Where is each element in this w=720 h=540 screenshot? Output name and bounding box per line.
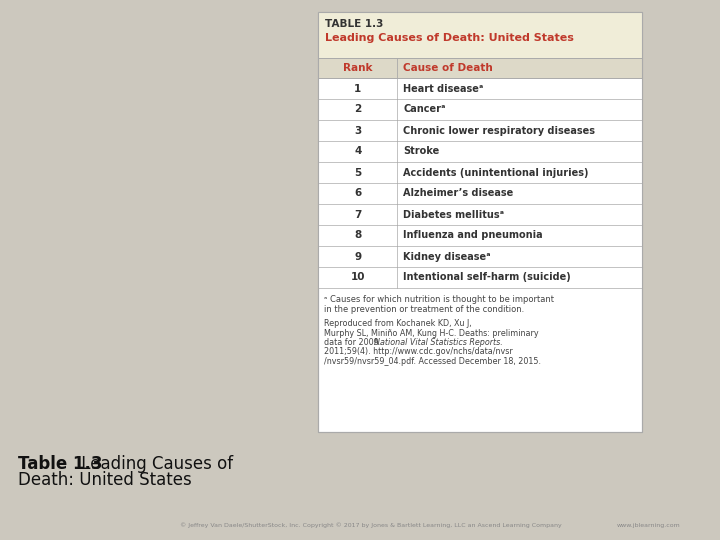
Text: data for 2009.: data for 2009.: [324, 338, 384, 347]
Text: Kidney diseaseᵃ: Kidney diseaseᵃ: [403, 252, 491, 261]
Bar: [318, 99, 642, 120]
Bar: [318, 12, 642, 432]
Text: Cancerᵃ: Cancerᵃ: [403, 105, 446, 114]
Text: /nvsr59/nvsr59_04.pdf. Accessed December 18, 2015.: /nvsr59/nvsr59_04.pdf. Accessed December…: [324, 357, 541, 366]
Text: National Vital Statistics Reports.: National Vital Statistics Reports.: [374, 338, 503, 347]
Text: Accidents (unintentional injuries): Accidents (unintentional injuries): [403, 167, 589, 178]
Text: 5: 5: [354, 167, 361, 178]
Text: Table 1.3: Table 1.3: [18, 455, 102, 473]
Text: Intentional self-harm (suicide): Intentional self-harm (suicide): [403, 273, 571, 282]
Text: 8: 8: [354, 231, 361, 240]
Text: Rank: Rank: [343, 63, 372, 73]
Text: © Jeffrey Van Daele/ShutterStock, Inc. Copyright © 2017 by Jones & Bartlett Lear: © Jeffrey Van Daele/ShutterStock, Inc. C…: [180, 522, 562, 528]
Text: Leading Causes of: Leading Causes of: [76, 455, 233, 473]
Bar: [318, 78, 642, 99]
Bar: [318, 162, 642, 183]
Bar: [318, 225, 642, 246]
Text: 4: 4: [354, 146, 361, 157]
Text: Reproduced from Kochanek KD, Xu J,: Reproduced from Kochanek KD, Xu J,: [324, 319, 472, 328]
Text: Heart diseaseᵃ: Heart diseaseᵃ: [403, 84, 484, 93]
Bar: [318, 267, 642, 288]
Text: TABLE 1.3: TABLE 1.3: [325, 19, 383, 29]
Bar: [318, 141, 642, 162]
Text: Leading Causes of Death: United States: Leading Causes of Death: United States: [325, 33, 574, 43]
Text: Chronic lower respiratory diseases: Chronic lower respiratory diseases: [403, 125, 595, 136]
Text: Cause of Death: Cause of Death: [403, 63, 493, 73]
Text: Death: United States: Death: United States: [18, 471, 192, 489]
Text: 9: 9: [354, 252, 361, 261]
Bar: [318, 204, 642, 225]
Text: in the prevention or treatment of the condition.: in the prevention or treatment of the co…: [324, 305, 524, 314]
Bar: [318, 58, 642, 78]
Text: Murphy SL, Miniño AM, Kung H-C. Deaths: preliminary: Murphy SL, Miniño AM, Kung H-C. Deaths: …: [324, 328, 539, 338]
Bar: [318, 12, 642, 432]
Text: 7: 7: [354, 210, 361, 219]
Text: 6: 6: [354, 188, 361, 199]
Text: 2011;59(4). http://www.cdc.gov/nchs/data/nvsr: 2011;59(4). http://www.cdc.gov/nchs/data…: [324, 348, 513, 356]
Text: 2: 2: [354, 105, 361, 114]
Text: Stroke: Stroke: [403, 146, 440, 157]
Text: www.jblearning.com: www.jblearning.com: [616, 523, 680, 528]
Bar: [318, 183, 642, 204]
Text: Diabetes mellitusᵃ: Diabetes mellitusᵃ: [403, 210, 505, 219]
Text: Influenza and pneumonia: Influenza and pneumonia: [403, 231, 543, 240]
Text: 10: 10: [351, 273, 365, 282]
Text: ᵃ Causes for which nutrition is thought to be important: ᵃ Causes for which nutrition is thought …: [324, 295, 554, 304]
Bar: [318, 120, 642, 141]
Bar: [318, 12, 642, 58]
Text: 3: 3: [354, 125, 361, 136]
Text: 1: 1: [354, 84, 361, 93]
Bar: [318, 246, 642, 267]
Text: Alzheimer’s disease: Alzheimer’s disease: [403, 188, 513, 199]
